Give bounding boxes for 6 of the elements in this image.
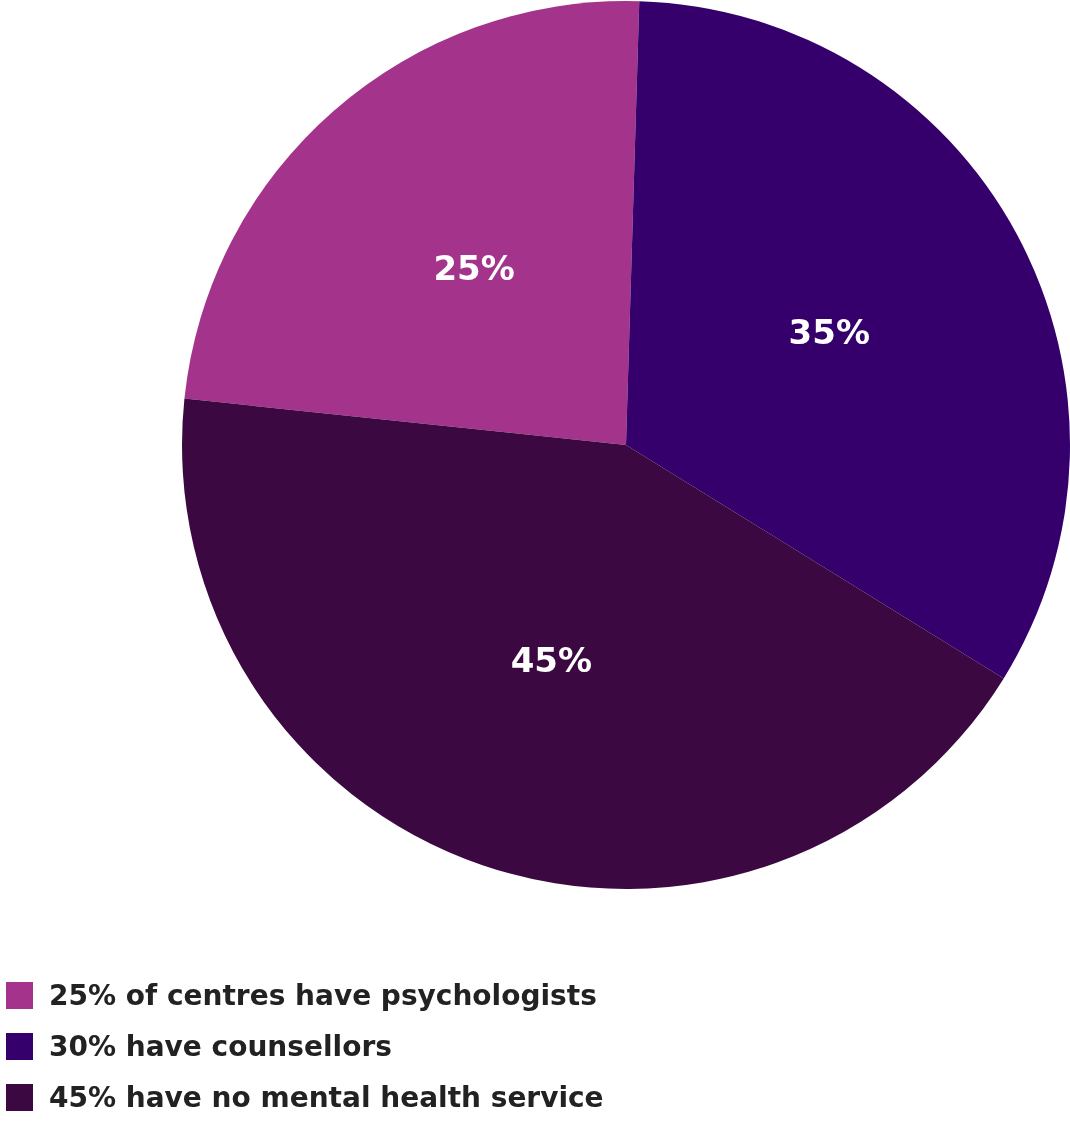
- data-label: 35%: [788, 312, 871, 353]
- legend-label: 45% have no mental health service: [49, 1081, 604, 1114]
- data-label: 25%: [433, 247, 515, 288]
- data-label: 45%: [510, 640, 593, 681]
- legend-label: 25% of centres have psychologists: [49, 979, 597, 1012]
- legend-label: 30% have counsellors: [49, 1030, 392, 1063]
